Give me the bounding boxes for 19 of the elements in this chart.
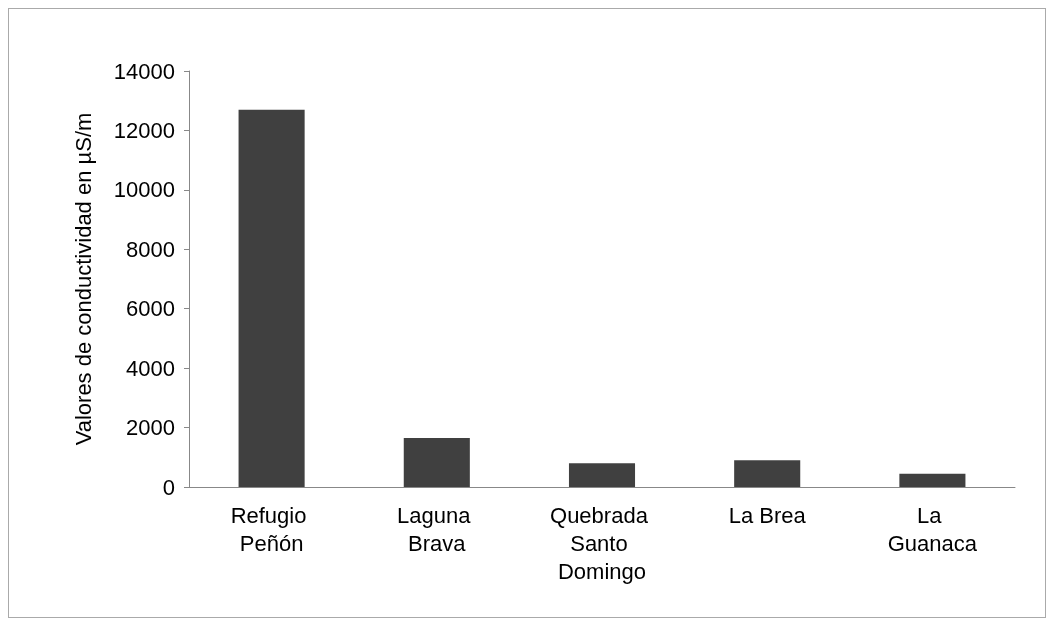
bar (238, 109, 305, 487)
bar (899, 473, 966, 487)
x-tick-label: Refugio Peñón (230, 502, 313, 556)
x-tick-label: Laguna Brava (397, 502, 477, 556)
y-tick-label: 2000 (126, 415, 175, 441)
y-tick-label: 14000 (113, 58, 175, 84)
bar (734, 460, 801, 487)
x-tick-label: La Guanaca (887, 502, 978, 556)
y-tick-label: 0 (162, 474, 175, 500)
x-tick-label: Quebrada Santo Domingo (550, 502, 654, 584)
x-tick-label: La Brea (728, 502, 807, 528)
y-tick-label: 10000 (113, 177, 175, 203)
bar (568, 463, 636, 487)
y-tick-label: 6000 (126, 296, 175, 322)
y-tick-label: 12000 (113, 117, 175, 143)
y-tick-label: 4000 (126, 355, 175, 381)
bar (403, 437, 470, 487)
y-axis-title: Valores de conductividad en µS/m (70, 112, 96, 446)
y-tick-label: 8000 (126, 236, 175, 262)
